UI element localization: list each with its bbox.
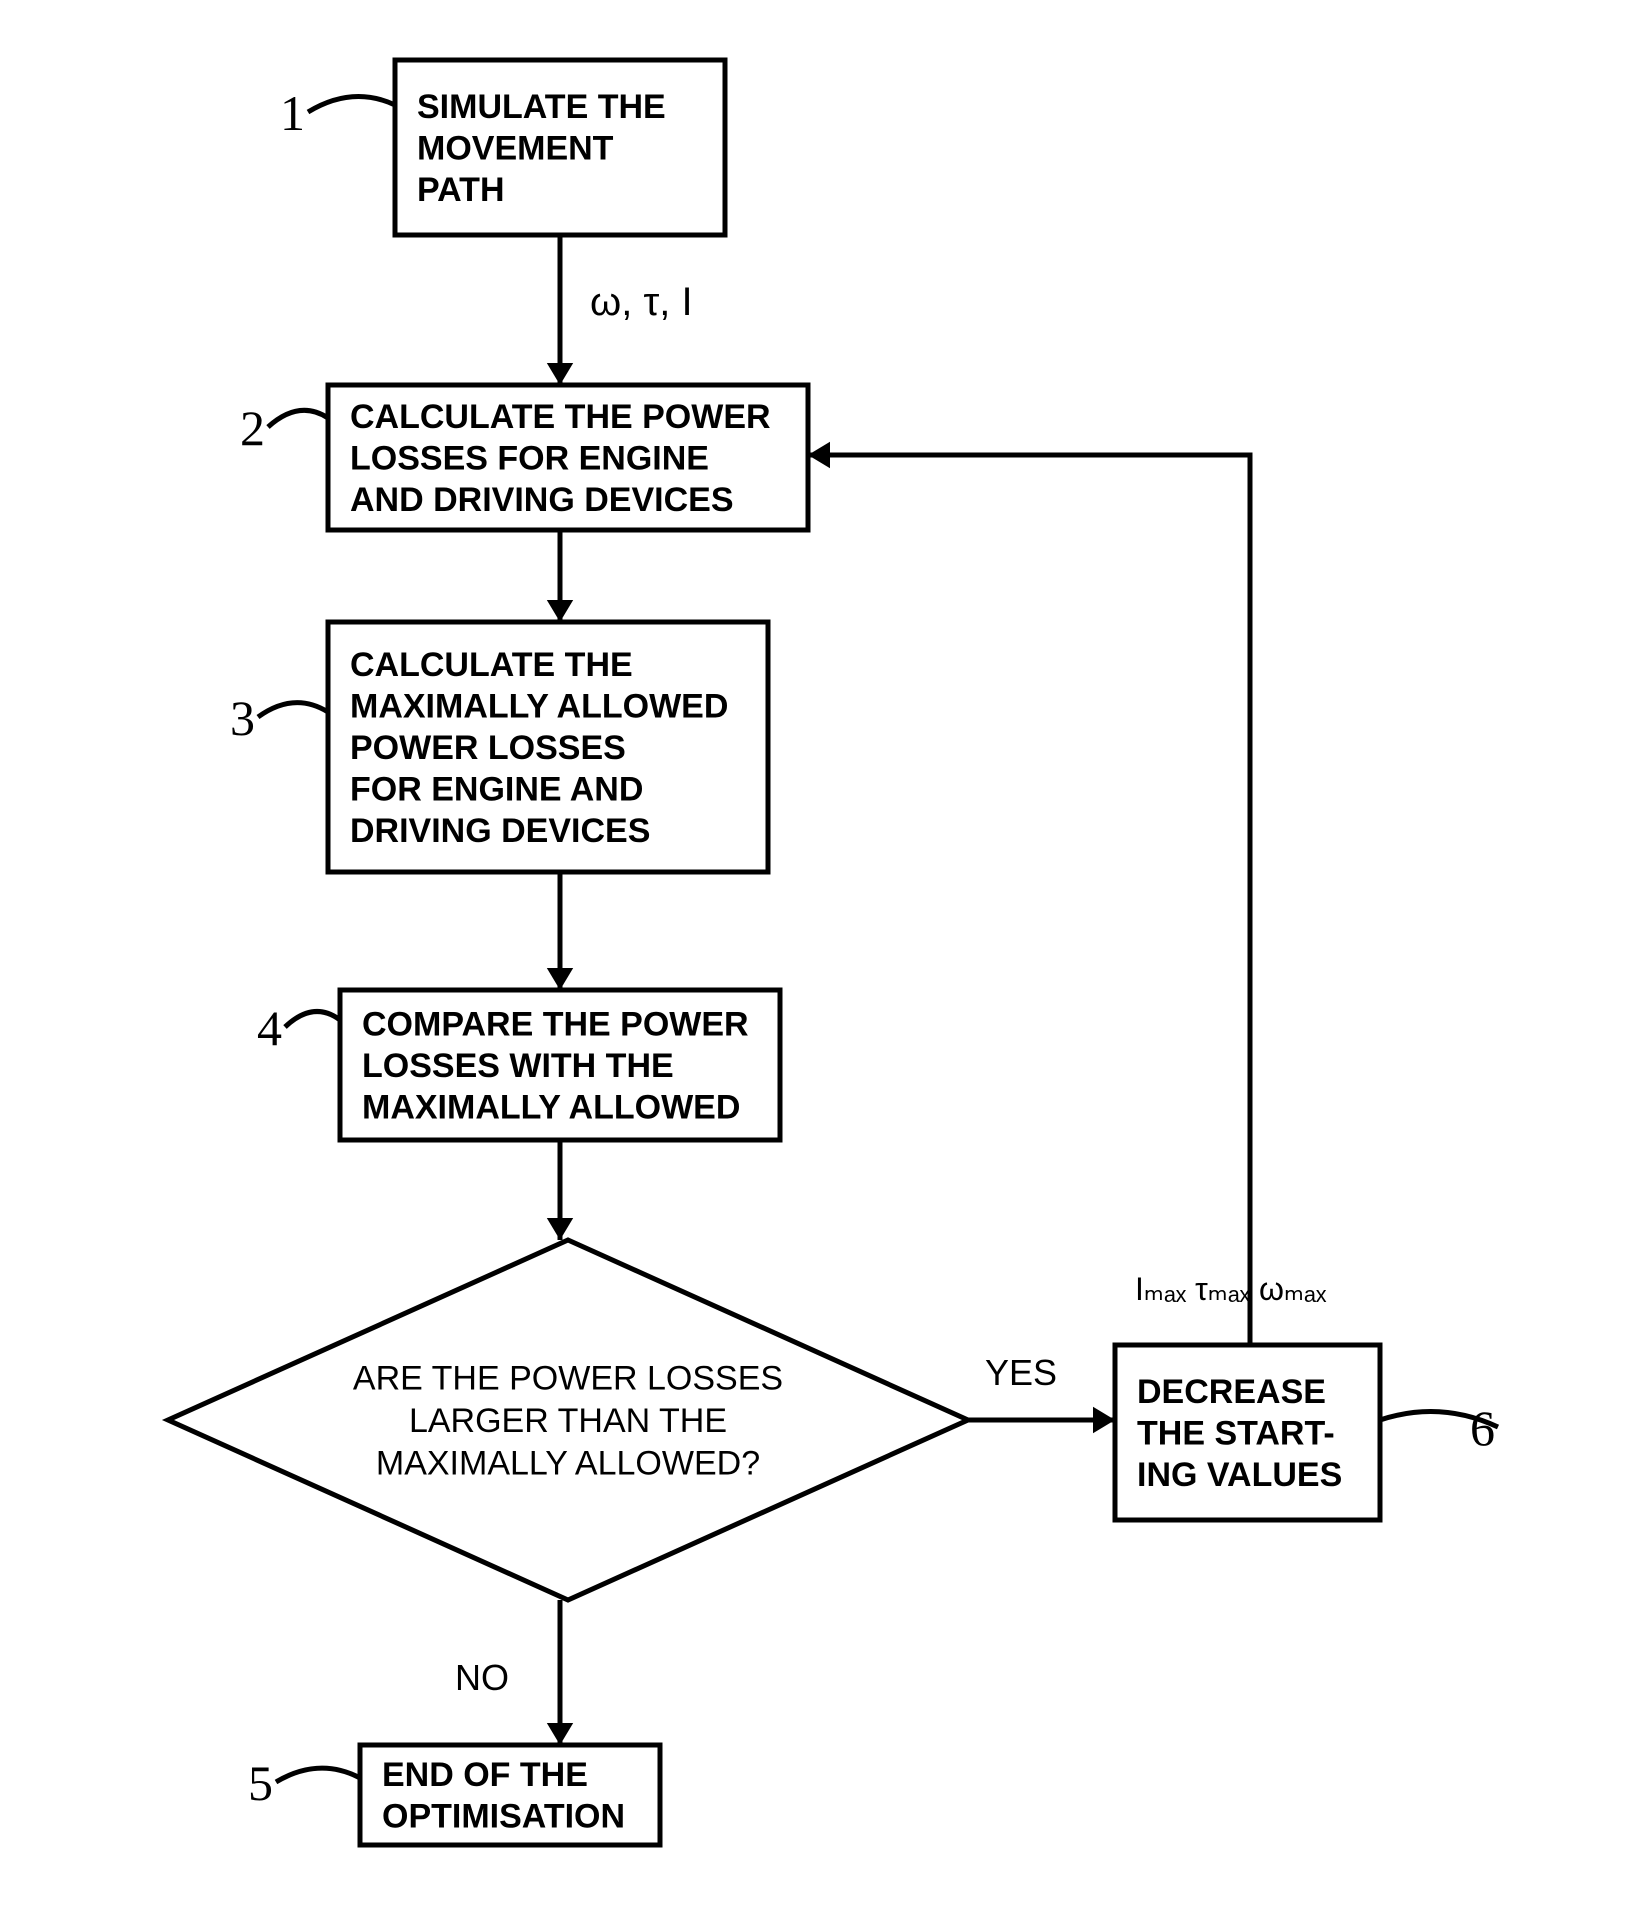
node-text: MAXIMALLY ALLOWED (350, 687, 728, 725)
node-text: LOSSES WITH THE (362, 1047, 674, 1085)
node-text: DECREASE (1137, 1373, 1326, 1411)
callout-leader (268, 410, 328, 427)
callout-leader (276, 1768, 360, 1782)
edge-label: ω, τ, I (590, 280, 693, 324)
node-text: MAXIMALLY ALLOWED? (376, 1444, 760, 1482)
node-text: OPTIMISATION (382, 1798, 625, 1836)
callout-number: 4 (257, 1000, 282, 1056)
node-text: COMPARE THE POWER (362, 1005, 749, 1043)
node-text: CALCULATE THE (350, 646, 633, 684)
edge-label: YES (985, 1352, 1057, 1393)
node-text: DRIVING DEVICES (350, 812, 650, 850)
node-text: END OF THE (382, 1756, 588, 1794)
node-text: AND DRIVING DEVICES (350, 481, 734, 519)
callout-leader (285, 1011, 340, 1027)
node-text: LARGER THAN THE (409, 1402, 727, 1440)
node-text: SIMULATE THE (417, 88, 666, 126)
node-text: FOR ENGINE AND (350, 770, 643, 808)
callout-number: 6 (1470, 1400, 1495, 1456)
callout-leader (258, 703, 328, 717)
callout-leader (308, 96, 395, 112)
node-text: ARE THE POWER LOSSES (353, 1359, 783, 1397)
node-text: MOVEMENT (417, 129, 614, 167)
node-text: CALCULATE THE POWER (350, 398, 771, 436)
node-text: PATH (417, 171, 505, 209)
node-text: LOSSES FOR ENGINE (350, 439, 709, 477)
edge-label: NO (455, 1657, 509, 1698)
callout-number: 5 (248, 1755, 273, 1811)
node-text: POWER LOSSES (350, 729, 626, 767)
callout-number: 3 (230, 690, 255, 746)
callout-number: 1 (280, 85, 305, 141)
node-text: ING VALUES (1137, 1456, 1342, 1494)
node-text: THE START- (1137, 1414, 1335, 1452)
edge (808, 455, 1250, 1345)
edge-label: Iₘₐₓ τₘₐₓ ωₘₐₓ (1135, 1271, 1327, 1307)
node-text: MAXIMALLY ALLOWED (362, 1088, 740, 1126)
callout-number: 2 (240, 400, 265, 456)
